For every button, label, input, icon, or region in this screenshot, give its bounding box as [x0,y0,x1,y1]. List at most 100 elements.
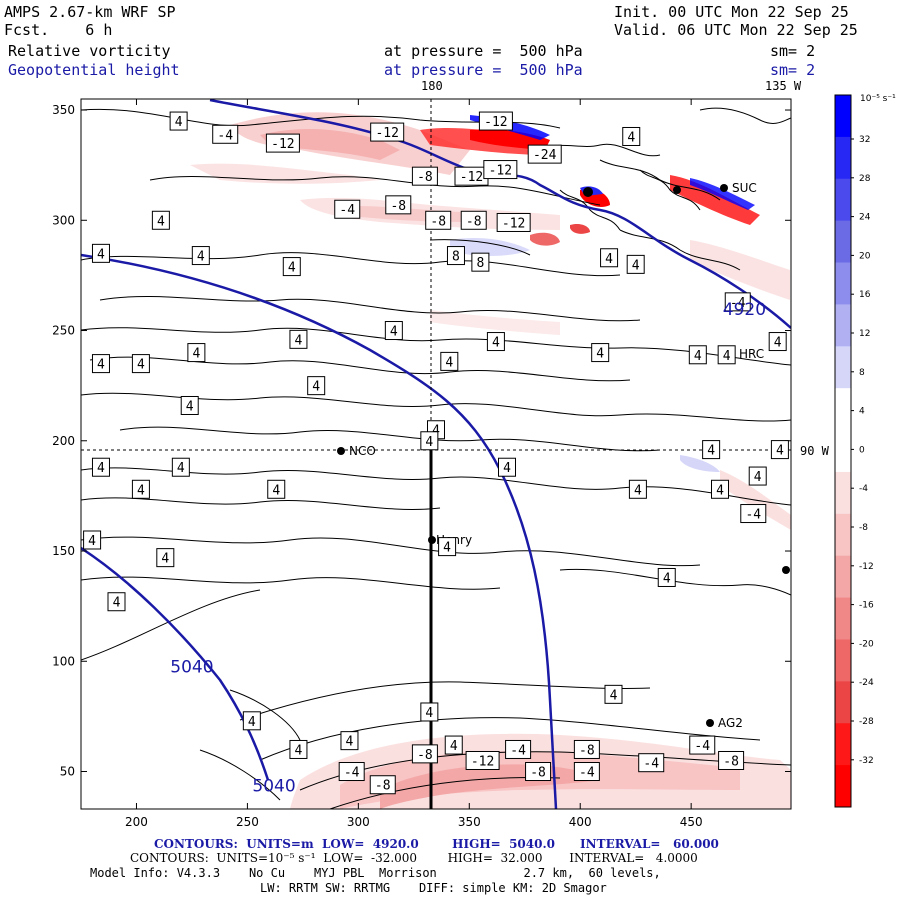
vorticity-contour-label: 4 [156,548,175,568]
footer-vorticity-contours: CONTOURS: UNITS=10⁻⁵ s⁻¹ LOW= -32.000 HI… [130,851,698,865]
x-tick-label: 400 [569,815,592,829]
vorticity-contour-label: -8 [525,762,552,782]
colorbar-tick-label: 8 [859,368,865,378]
svg-text:4: 4 [97,358,105,373]
vorticity-contour-label: -8 [369,775,396,795]
station-ag2: AG2 [706,716,743,730]
station-nco: NCO [337,444,376,458]
field1-level: at pressure = 500 hPa [384,42,583,60]
colorbar-swatch [835,681,851,724]
svg-text:-4: -4 [217,128,233,143]
contour-labels: 4 -4 -12 -12 -12 -8 -12 -12 -24 4 -4 -8 -8 -8 -12 4 4 4 4 8… [83,111,789,796]
vorticity-contour-label: 4 [340,731,359,751]
y-tick-label: 350 [52,103,75,117]
y-tick-label: 100 [52,654,75,668]
field1-smoothing: sm= 2 [770,42,816,60]
svg-text:-4: -4 [510,743,526,758]
svg-text:-8: -8 [579,743,595,758]
vorticity-contour-label: -4 [212,124,239,144]
colorbar-swatch [835,346,851,389]
vorticity-contour-label: 4 [444,735,463,755]
svg-text:4: 4 [445,355,453,370]
svg-text:4: 4 [707,444,715,459]
svg-text:4: 4 [295,333,303,348]
svg-text:4: 4 [425,706,433,721]
forecast-hour: Fcst. 6 h [4,21,113,39]
svg-text:-8: -8 [466,214,482,229]
svg-text:4: 4 [605,252,613,267]
colorbar-swatch [835,513,851,557]
station-label: NCO [349,444,376,458]
y-tick-label: 150 [52,544,75,558]
vorticity-contour-label: -4 [689,735,716,755]
vorticity-contour-label: 4 [267,479,286,499]
svg-text:4: 4 [694,349,702,364]
colorbar-tick-label: 20 [859,251,871,261]
colorbar: 32 28 24 20 16 12 8 4 0 -4 -8 -12 -16 -20 -24 -28 -32 [834,94,874,808]
vorticity-contour-label: 4 [242,711,261,731]
svg-text:-8: -8 [723,754,739,769]
vorticity-contour-label: 4 [657,567,676,587]
init-time: Init. 00 UTC Mon 22 Sep 25 [614,3,849,21]
height-contour-label: 4920 [723,300,766,320]
field2-level: at pressure = 500 hPa [384,61,583,79]
vorticity-contour-label: -12 [496,212,531,232]
svg-text:4: 4 [97,461,105,476]
svg-text:4: 4 [492,336,500,351]
unlabeled-station [673,186,681,194]
svg-text:4: 4 [346,735,354,750]
station-label: AG2 [718,716,743,730]
x-tick-label: 350 [458,815,481,829]
footer-physics-info: LW: RRTM SW: RRTMG DIFF: simple KM: 2D S… [260,881,607,895]
vorticity-contour-label: -4 [338,762,365,782]
svg-text:-12: -12 [484,115,507,130]
lon-label-180: 180 [421,79,443,93]
vorticity-contour-label: 4 [420,702,439,722]
svg-text:4: 4 [197,250,205,265]
colorbar-swatch [835,220,851,264]
colorbar-tick-label: -8 [859,523,868,533]
svg-text:4: 4 [450,739,458,754]
svg-text:-12: -12 [502,216,525,231]
vorticity-contour-label: -8 [573,739,600,759]
svg-text:4: 4 [161,552,169,567]
svg-text:-8: -8 [375,779,391,794]
svg-text:4: 4 [288,261,296,276]
svg-text:4: 4 [432,424,440,439]
colorbar-swatch [835,178,851,222]
colorbar-swatch [835,765,851,808]
vorticity-contour-label: -8 [411,744,438,764]
vorticity-contour-label: -8 [425,210,452,230]
svg-text:-4: -4 [730,296,746,311]
svg-text:4: 4 [175,115,183,130]
svg-text:4: 4 [97,247,105,262]
vorticity-contour-label: -12 [465,750,500,770]
colorbar-tick-label: 4 [859,407,865,417]
vorticity-contour-label: 4 [768,332,787,352]
colorbar-swatch [835,388,851,431]
vorticity-contour-label: 4 [191,246,210,266]
vorticity-contour-label: -4 [334,199,361,219]
colorbar-swatch [835,262,851,305]
svg-text:4: 4 [632,258,640,273]
svg-text:4: 4 [137,358,145,373]
x-tick-label: 450 [680,815,703,829]
vorticity-contour-label: -8 [385,195,412,215]
vorticity-contour-label: 4 [171,457,190,477]
colorbar-tick-label: -32 [859,756,874,766]
svg-text:4: 4 [157,214,165,229]
svg-text:4: 4 [295,743,303,758]
unlabeled-station [583,187,593,197]
field1-name: Relative vorticity [8,42,171,60]
vorticity-contour-label: 4 [622,126,641,146]
svg-text:4: 4 [312,380,320,395]
colorbar-tick-label: -4 [859,484,868,494]
svg-text:4: 4 [177,461,185,476]
vorticity-contour-label: 4 [486,332,505,352]
valid-time: Valid. 06 UTC Mon 22 Sep 25 [614,21,858,39]
x-tick-label: 250 [236,815,259,829]
axes: 200 250 300 350 400 450 50 100 150 200 250 300 350 [52,99,791,829]
unlabeled-station [782,566,790,574]
svg-text:-12: -12 [460,170,483,185]
vorticity-contour-label: 4 [384,321,403,341]
